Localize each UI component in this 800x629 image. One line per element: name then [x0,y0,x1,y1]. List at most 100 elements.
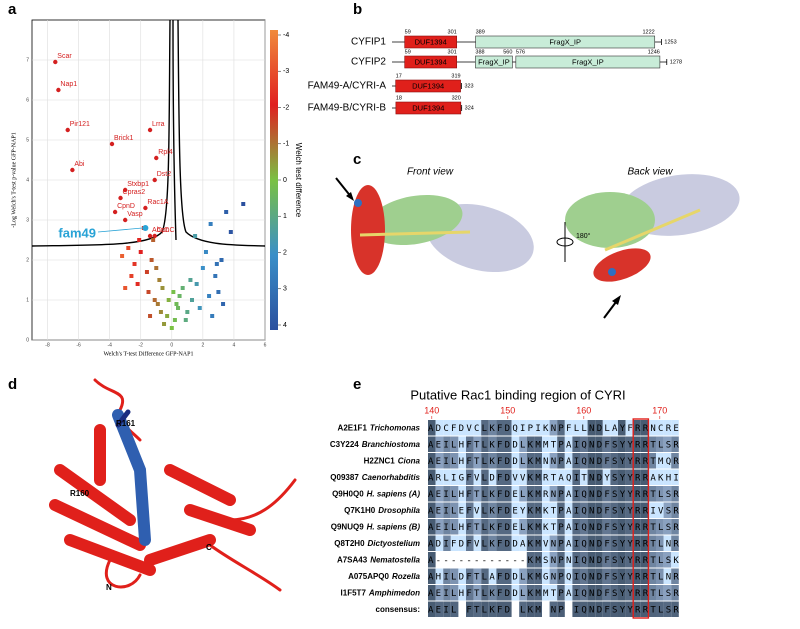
organism: H. sapiens (A) [367,489,421,498]
residue-cell [542,585,550,601]
point [219,258,224,262]
residue-cell [466,568,474,584]
colorbar-label: Welch test difference [294,143,303,218]
residue-cell [663,420,672,436]
sequence: AEILHFTLKFDDLKMMTPAIQNDFSYYRRTLSR [428,440,679,450]
sequence-label: A2E1F1 Trichomonas [338,423,421,432]
residue-cell [580,453,588,469]
residue-cell [534,535,542,551]
ruler-label: 160 [576,405,591,415]
colorbar-tick-label: 2 [283,249,287,256]
residue-cell [466,420,474,436]
panel-label: b [353,1,362,18]
residue-cell [656,436,664,452]
point [171,290,176,294]
residue-cell [618,585,626,601]
residue-cell [618,519,626,535]
residue-cell [466,585,474,601]
residue-cell [618,535,626,551]
residue-cell [450,436,459,452]
point [138,250,143,254]
residue-cell [549,453,558,469]
point [120,254,125,258]
residue-cell [511,585,520,601]
residue-cell [580,601,588,617]
residue-cell [595,502,603,518]
residue-cell [572,469,580,485]
residue-cell [595,453,603,469]
colorbar-tick-label: -4 [283,32,289,39]
domain [404,35,458,49]
residue-cell [496,568,504,584]
residue-cell [534,585,542,601]
residue-cell [587,486,596,502]
residue-cell [595,568,603,584]
y-tick-label: 6 [26,97,29,103]
accession: H2ZNC1 [364,456,396,465]
residue-cell [671,502,679,518]
residue-cell [656,469,664,485]
sequence: AHILDFTLAFDDLKMGNPQIQNDFSYYRRTLNR [428,572,679,582]
sequence-label: Q09387 Caenorhabditis [330,473,420,482]
residue-cell [610,585,618,601]
residue-cell [526,502,535,518]
residue-cell [633,568,641,584]
point [148,314,153,318]
protein-name: FAM49-A/CYRI-A [308,81,387,92]
point-label: Dst2 [157,171,172,178]
residue-cell [640,535,649,551]
residue-cell [519,486,527,502]
organism: Dictyostelium [368,539,420,548]
residue-cell [511,420,520,436]
residue-cell [564,486,573,502]
residue-cell [542,486,550,502]
residue-cell [587,420,596,436]
residue-cell [572,436,580,452]
residue-cell [481,568,489,584]
point [214,262,219,266]
point-label: Brick1 [114,135,134,142]
domain [515,55,661,69]
y-tick-label: 1 [26,297,29,303]
panel-label: a [8,1,17,18]
residue-cell [656,502,664,518]
point [132,262,137,266]
organism: Amphimedon [368,588,420,597]
residue-cell [557,469,565,485]
residue-cell [466,519,474,535]
residue-cell [587,601,596,617]
labeled-point [152,177,157,183]
residue-cell [466,601,474,617]
accession: Q9H0Q0 [332,489,364,498]
residue-cell [488,519,497,535]
residue-cell [580,469,588,485]
organism: Drosophila [378,506,420,515]
residue-cell [428,453,436,469]
residue-cell [618,453,626,469]
residue-cell [640,519,649,535]
alignment-title: Putative Rac1 binding region of CYRI [410,387,625,402]
residue-cell [435,486,444,502]
residue-cell [473,436,482,452]
residue-cell [466,469,474,485]
residue-cell [633,420,641,436]
residue-cell [435,502,444,518]
sequence-label: Q7K1H0 Drosophila [344,506,420,515]
residue-cell [526,486,535,502]
labeled-point [53,59,58,65]
point [149,258,154,262]
residue-cell [656,486,664,502]
residue-cell [564,552,573,568]
residue-label: R161 [116,419,136,428]
residue-cell [564,469,573,485]
residue-cell [534,502,542,518]
residue-cell [656,601,664,617]
point [152,298,157,302]
residue-cell [542,469,550,485]
x-tick-label: 4 [233,342,236,348]
threshold-curve [31,19,266,247]
residue-cell [572,552,580,568]
domain-end: 1246 [648,49,660,55]
domain [475,55,513,69]
residue-cell [526,519,535,535]
